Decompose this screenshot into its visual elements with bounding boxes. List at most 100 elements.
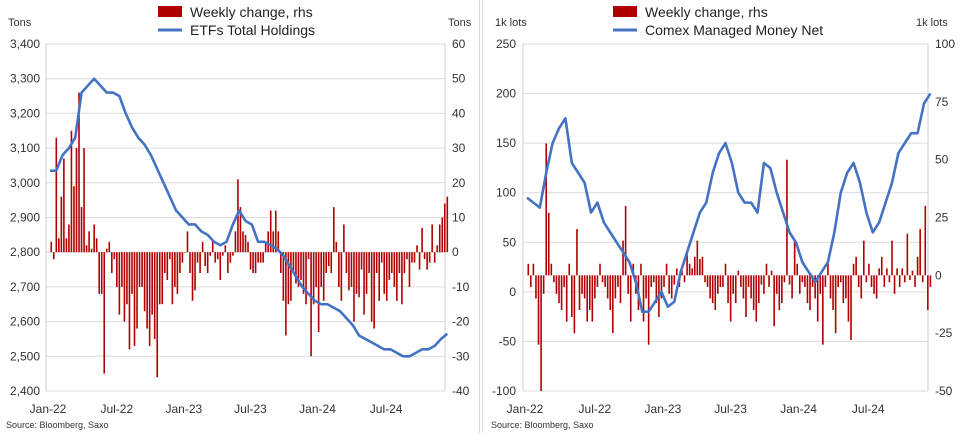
- weekly-change-bar: [617, 275, 619, 287]
- weekly-change-bar: [60, 196, 63, 253]
- weekly-change-bar: [591, 275, 594, 322]
- weekly-change-bar: [683, 275, 686, 283]
- weekly-change-bar: [916, 256, 919, 276]
- weekly-change-bar: [619, 275, 622, 304]
- weekly-change-bar: [353, 252, 355, 322]
- weekly-change-bar: [573, 275, 576, 334]
- weekly-change-bar: [249, 252, 252, 270]
- weekly-change-bar: [563, 275, 565, 287]
- weekly-change-bar: [441, 217, 444, 253]
- weekly-change-bar: [530, 275, 532, 287]
- weekly-change-bar: [806, 275, 809, 304]
- weekly-change-bar: [927, 275, 929, 311]
- weekly-change-bar: [433, 252, 436, 263]
- weekly-change-bar: [385, 252, 388, 301]
- weekly-change-bar: [660, 275, 663, 299]
- left-tick-label: -100: [492, 384, 516, 398]
- weekly-change-bar: [609, 275, 612, 311]
- weekly-change-bar: [758, 275, 760, 304]
- weekly-change-bar: [403, 252, 406, 274]
- weekly-change-bar: [264, 241, 267, 253]
- chart-panel-etf: 3,400 3,300 3,200 3,100 3,000 2,900 2,800 2,700…: [0, 0, 480, 433]
- x-tick-label: Jul-24: [852, 402, 885, 416]
- weekly-change-bar: [88, 231, 90, 253]
- weekly-change-bar: [632, 263, 635, 276]
- weekly-change-bar: [350, 252, 353, 287]
- weekly-change-bar: [688, 263, 691, 276]
- weekly-change-bar: [194, 252, 196, 291]
- right-tick-label: 40: [452, 106, 466, 120]
- weekly-change-bar: [929, 275, 932, 287]
- weekly-change-bar: [699, 259, 701, 276]
- weekly-change-bar: [883, 275, 886, 287]
- weekly-change-bar: [85, 245, 88, 253]
- weekly-change-bar: [816, 275, 819, 322]
- weekly-change-bar: [373, 252, 375, 329]
- weekly-change-bar: [845, 275, 847, 299]
- left-tick-label: 2,700: [10, 280, 40, 294]
- weekly-change-bar: [181, 252, 184, 263]
- left-tick-label: 0: [509, 285, 516, 299]
- weekly-change-bar: [345, 252, 348, 274]
- weekly-change-bar: [78, 92, 80, 253]
- weekly-change-bar: [783, 275, 786, 283]
- weekly-change-bar: [565, 275, 568, 322]
- right-tick-label: 25: [935, 211, 949, 225]
- weekly-change-bar: [750, 275, 752, 299]
- left-tick-label: 2,600: [10, 315, 40, 329]
- weekly-change-bar: [146, 252, 148, 329]
- weekly-change-bar: [696, 240, 699, 276]
- weekly-change-bar: [827, 263, 829, 276]
- weekly-change-bar: [239, 207, 242, 253]
- weekly-change-bar: [343, 224, 345, 253]
- right-tick-label: 60: [452, 37, 466, 51]
- weekly-change-bar: [68, 224, 70, 253]
- weekly-change-bar: [796, 263, 799, 276]
- weekly-change-bar: [898, 275, 901, 287]
- weekly-change-bar: [191, 252, 194, 301]
- right-tick-label: -25: [935, 326, 953, 340]
- weekly-change-bar: [322, 252, 325, 301]
- weekly-change-bar: [811, 275, 814, 287]
- weekly-change-bar: [578, 275, 581, 311]
- weekly-change-bar: [158, 252, 161, 305]
- weekly-change-bar: [305, 252, 307, 305]
- weekly-change-bar: [242, 231, 244, 253]
- weekly-change-bar: [850, 275, 852, 341]
- weekly-change-bar: [320, 252, 322, 287]
- weekly-change-bar: [596, 275, 599, 287]
- right-tick-label: 50: [935, 153, 949, 167]
- weekly-change-bar: [896, 268, 898, 276]
- weekly-change-bar: [259, 252, 262, 263]
- weekly-change-bar: [755, 275, 758, 322]
- comex-chart-svg: 250200150100500-50-1001007550250-25-50Ja…: [491, 4, 955, 430]
- source-note: Source: Bloomberg, Saxo: [491, 420, 594, 430]
- weekly-change-bar: [903, 275, 906, 283]
- weekly-change-bar: [588, 275, 591, 311]
- weekly-change-bar: [413, 252, 416, 263]
- weekly-change-bar: [804, 275, 806, 287]
- right-tick-label: -50: [935, 384, 953, 398]
- weekly-change-bar: [847, 275, 850, 322]
- weekly-change-bar: [655, 275, 658, 304]
- weekly-change-bar: [870, 275, 873, 287]
- weekly-change-bar: [824, 275, 827, 287]
- right-tick-label: 20: [452, 176, 466, 190]
- weekly-change-bar: [860, 275, 863, 299]
- weekly-change-bar: [901, 268, 904, 276]
- weekly-change-bar: [527, 263, 530, 276]
- weekly-change-bar: [307, 252, 310, 260]
- legend-bar-label: Weekly change, rhs: [190, 4, 313, 20]
- weekly-change-bar: [267, 231, 269, 253]
- weekly-change-bar: [719, 275, 722, 287]
- weekly-change-bar: [438, 224, 441, 253]
- weekly-change-bar: [423, 252, 426, 260]
- weekly-change-bar: [822, 275, 824, 345]
- right-tick-label: 100: [935, 37, 955, 51]
- x-tick-label: Jan-22: [507, 402, 544, 416]
- left-tick-label: 2,400: [10, 384, 40, 398]
- weekly-change-bar: [383, 252, 386, 294]
- weekly-change-bar: [219, 252, 222, 280]
- weekly-change-bar: [330, 252, 333, 274]
- weekly-change-bar: [924, 205, 927, 276]
